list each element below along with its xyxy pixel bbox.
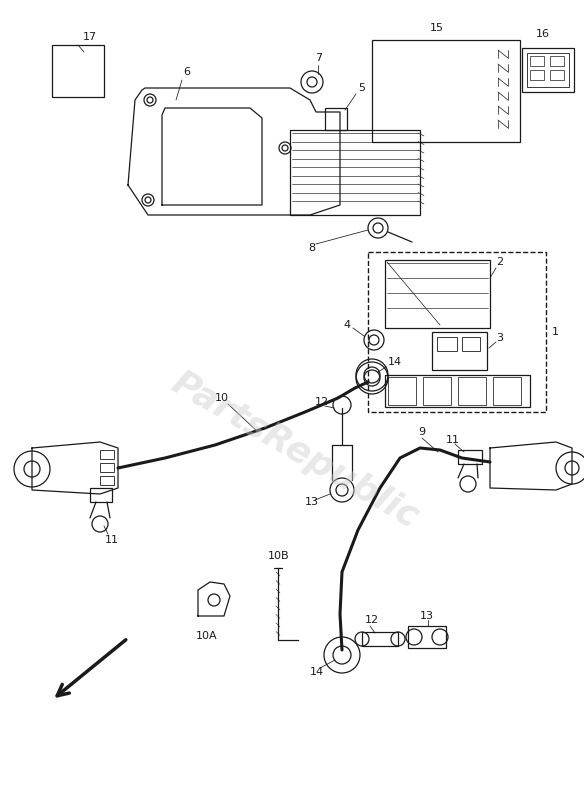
Text: 4: 4: [343, 320, 350, 330]
Bar: [290, 130, 420, 215]
Bar: [368, 252, 546, 412]
Bar: [530, 56, 544, 66]
Text: 10B: 10B: [268, 551, 290, 561]
Text: 11: 11: [446, 435, 460, 445]
Text: 5: 5: [358, 83, 365, 93]
Text: 14: 14: [310, 667, 324, 677]
Bar: [527, 53, 569, 87]
Text: 10: 10: [215, 393, 229, 403]
Text: 2: 2: [496, 257, 503, 267]
Text: 6: 6: [183, 67, 190, 77]
Text: 1: 1: [552, 327, 559, 337]
Bar: [432, 332, 487, 370]
Bar: [458, 450, 482, 464]
Bar: [100, 463, 114, 472]
Bar: [100, 476, 114, 485]
Bar: [458, 377, 486, 405]
Text: 13: 13: [420, 611, 434, 621]
Bar: [462, 337, 480, 351]
Text: 16: 16: [536, 29, 550, 39]
Bar: [385, 375, 530, 407]
Bar: [493, 377, 521, 405]
Text: 13: 13: [305, 497, 319, 507]
Text: 10A: 10A: [196, 631, 218, 641]
Text: 14: 14: [388, 357, 402, 367]
Text: 15: 15: [430, 23, 444, 33]
Bar: [530, 70, 544, 80]
Bar: [437, 337, 457, 351]
Bar: [325, 108, 347, 130]
Text: 17: 17: [83, 32, 97, 42]
Bar: [522, 48, 574, 92]
Bar: [90, 488, 112, 502]
Text: 12: 12: [365, 615, 379, 625]
Bar: [423, 377, 451, 405]
Text: 12: 12: [315, 397, 329, 407]
Bar: [550, 70, 564, 80]
Bar: [408, 626, 446, 648]
Text: 3: 3: [496, 333, 503, 343]
Text: 9: 9: [418, 427, 425, 437]
Bar: [52, 45, 104, 97]
Bar: [385, 260, 490, 328]
Bar: [388, 377, 416, 405]
Text: 8: 8: [308, 243, 315, 253]
Text: PartsRepublic: PartsRepublic: [165, 366, 425, 534]
Bar: [100, 450, 114, 459]
Text: 7: 7: [315, 53, 322, 63]
Text: 11: 11: [105, 535, 119, 545]
Bar: [372, 40, 520, 142]
Bar: [362, 632, 398, 646]
Bar: [550, 56, 564, 66]
